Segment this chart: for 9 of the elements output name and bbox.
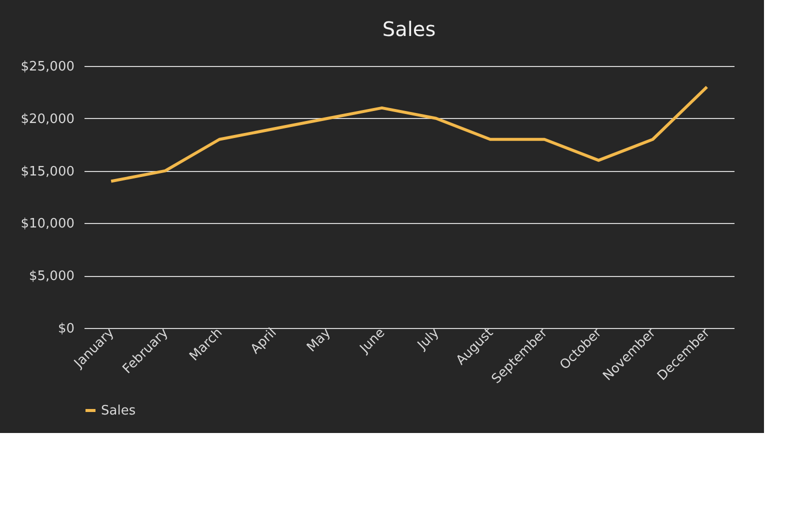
y-tick-label: $15,000 xyxy=(20,164,74,180)
y-tick-label: $10,000 xyxy=(20,216,74,232)
y-tick-label: $20,000 xyxy=(20,112,74,127)
y-tick-label: $25,000 xyxy=(20,60,74,74)
line-series xyxy=(110,85,708,183)
chart-title: Sales xyxy=(382,17,436,41)
y-tick-label: $5,000 xyxy=(29,269,74,284)
y-tick-label: $0 xyxy=(58,322,74,336)
legend-label: Sales xyxy=(101,404,136,418)
